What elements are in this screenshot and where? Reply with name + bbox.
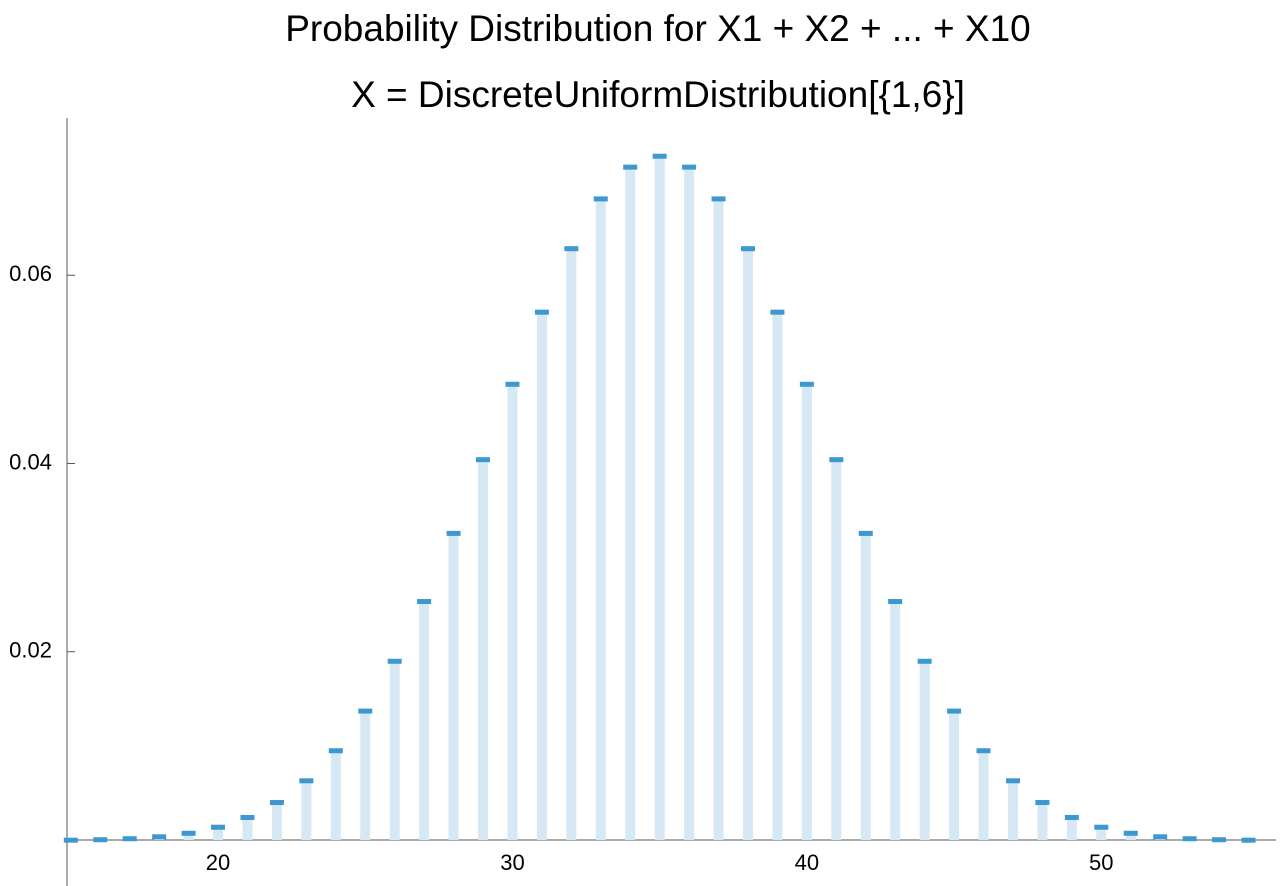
bar — [1096, 826, 1107, 840]
bar — [301, 780, 312, 840]
bar-cap — [417, 599, 432, 605]
bar — [654, 155, 665, 840]
bar-cap — [1182, 836, 1197, 842]
bar — [183, 832, 194, 840]
bar — [566, 248, 577, 840]
bar — [625, 166, 636, 840]
x-tick-label: 50 — [1089, 850, 1113, 875]
bar-cap — [1094, 824, 1109, 830]
bar-cap — [829, 457, 844, 463]
bar — [242, 816, 253, 840]
bar — [742, 248, 753, 840]
bar — [271, 802, 282, 840]
bar — [919, 660, 930, 840]
bar-cap — [1241, 837, 1256, 843]
bar-cap — [328, 748, 343, 754]
bar — [536, 311, 547, 841]
bar — [1066, 816, 1077, 840]
bar — [949, 710, 960, 840]
bar-cap — [1153, 834, 1168, 840]
bar-cap — [358, 708, 373, 714]
x-tick-label: 20 — [206, 850, 230, 875]
bar-cap — [1005, 778, 1020, 784]
bar-cap — [623, 164, 638, 170]
bar — [478, 459, 489, 840]
bar-cap — [240, 814, 255, 820]
bar — [978, 750, 989, 840]
bar-cap — [682, 164, 697, 170]
bar — [448, 532, 459, 840]
chart-title: Probability Distribution for X1 + X2 + .… — [285, 8, 1031, 49]
bar — [713, 198, 724, 841]
bar — [1125, 832, 1136, 840]
bar-cap — [152, 834, 167, 840]
y-tick-label: 0.02 — [9, 638, 52, 663]
bar-cap — [799, 381, 814, 387]
bar-cap — [1212, 837, 1227, 843]
bar-cap — [770, 309, 785, 315]
bar-cap — [1035, 800, 1050, 806]
bar — [860, 532, 871, 840]
bar-cap — [476, 457, 491, 463]
bar-cap — [947, 708, 962, 714]
bar-cap — [888, 599, 903, 605]
bar-cap — [211, 824, 226, 830]
bar-cap — [534, 309, 549, 315]
bar-cap — [976, 748, 991, 754]
x-tick-label: 30 — [500, 850, 524, 875]
bar — [389, 660, 400, 840]
bar — [507, 383, 518, 840]
bar-cap — [181, 830, 196, 836]
bar-cap — [446, 530, 461, 536]
bar-cap — [564, 246, 579, 252]
bar — [213, 826, 224, 840]
bar-cap — [387, 658, 402, 664]
bar — [831, 459, 842, 840]
bar-cap — [122, 836, 137, 842]
y-tick-label: 0.06 — [9, 261, 52, 286]
bar-cap — [269, 800, 284, 806]
bar-cap — [299, 778, 314, 784]
bar-cap — [652, 153, 667, 159]
bar-cap — [858, 530, 873, 536]
bar-cap — [1123, 830, 1138, 836]
bar — [1007, 780, 1018, 840]
bar — [801, 383, 812, 840]
bar — [684, 166, 695, 840]
bar — [1037, 802, 1048, 840]
bar-cap — [917, 658, 932, 664]
bar-cap — [711, 196, 726, 202]
chart-subtitle: X = DiscreteUniformDistribution[{1,6}] — [351, 74, 965, 115]
bar — [360, 710, 371, 840]
y-tick-label: 0.04 — [9, 449, 52, 474]
bar — [419, 601, 430, 840]
bar-cap — [593, 196, 608, 202]
bar — [890, 601, 901, 840]
bar-cap — [93, 837, 108, 843]
bar — [595, 198, 606, 841]
bar-cap — [63, 837, 78, 843]
bar — [772, 311, 783, 841]
bar-cap — [740, 246, 755, 252]
bar — [330, 750, 341, 840]
bar-cap — [1064, 814, 1079, 820]
x-tick-label: 40 — [795, 850, 819, 875]
bar-cap — [505, 381, 520, 387]
